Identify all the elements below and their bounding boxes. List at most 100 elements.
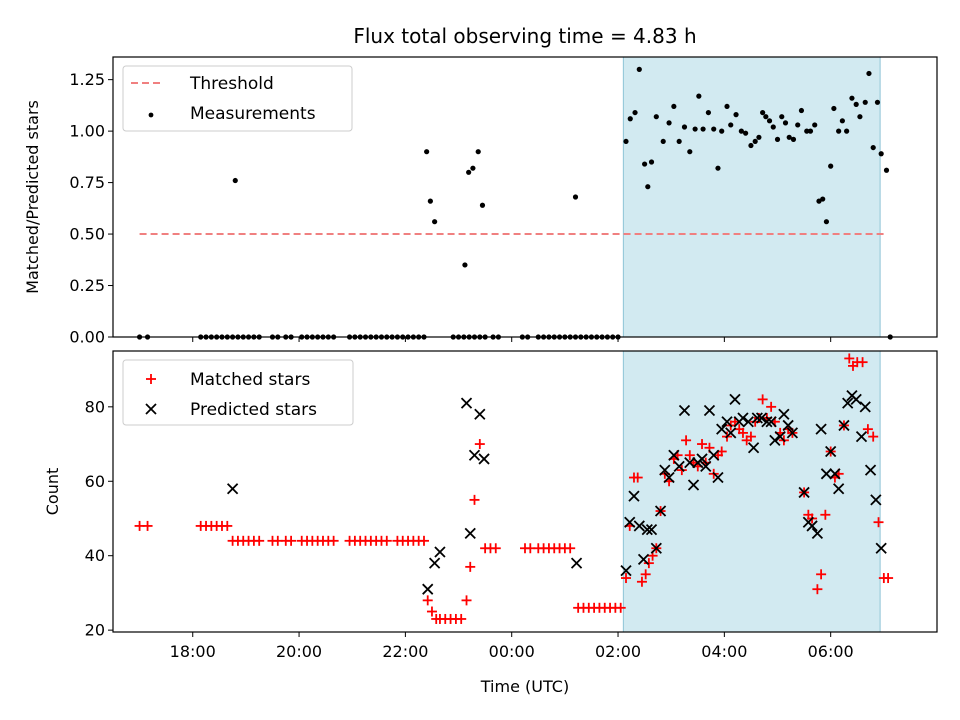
matched-star-point bbox=[222, 520, 233, 531]
matched-star-point bbox=[757, 394, 768, 405]
bottom-panel-frame bbox=[112, 350, 938, 633]
matched-star-point bbox=[474, 439, 485, 450]
matched-star-point bbox=[816, 569, 827, 580]
measurement-point bbox=[883, 167, 890, 173]
matched-star-point bbox=[766, 401, 777, 412]
legend-matched-swatch bbox=[146, 374, 156, 384]
predicted-star-point-b bbox=[633, 520, 645, 532]
bot-ytick-label: 40 bbox=[85, 546, 105, 565]
bottom-legend: Matched stars Predicted stars bbox=[122, 359, 354, 426]
predicted-star-point-b bbox=[842, 397, 854, 409]
measurement-point bbox=[572, 194, 579, 200]
bottom-panel-axes: 20 40 60 80 18:00 20:00 22:00 00:00 02:00 04:00 06… bbox=[85, 397, 854, 661]
measurement-point bbox=[475, 149, 481, 155]
top-ytick-label: 0.75 bbox=[69, 173, 105, 192]
predicted-star-point bbox=[782, 419, 794, 432]
top-ytick-label: 0.25 bbox=[69, 276, 105, 295]
top-panel-ratio: 0.00 0.25 0.50 0.75 1.00 1.25 Matched/Predict… bbox=[23, 56, 938, 347]
x-axis-label: Time (UTC) bbox=[480, 677, 569, 696]
predicted-star-point bbox=[859, 401, 871, 413]
legend-predicted-label: Predicted stars bbox=[190, 400, 317, 420]
matched-star-point bbox=[615, 602, 626, 613]
predicted-star-point-b bbox=[870, 494, 882, 506]
predicted-star-point-b bbox=[833, 483, 845, 495]
predicted-star-point-b bbox=[806, 520, 818, 532]
matched-star-point bbox=[461, 595, 472, 606]
predicted-star-point-b bbox=[637, 553, 650, 566]
predicted-star-point bbox=[226, 483, 239, 495]
measurement-point bbox=[831, 105, 837, 112]
predicted-star-point-b bbox=[673, 460, 685, 473]
bottom-observing-window-shade bbox=[622, 350, 881, 633]
matched-star-point bbox=[565, 543, 576, 554]
matched-star-point bbox=[490, 543, 501, 554]
predicted-star-point-b bbox=[422, 583, 434, 595]
measurement-point bbox=[820, 196, 826, 202]
measurement-point bbox=[715, 165, 721, 171]
predicted-star-point-b bbox=[769, 434, 781, 446]
predicted-star-point-b bbox=[875, 542, 887, 554]
legend-matched-label: Matched stars bbox=[190, 370, 310, 390]
predicted-star-point bbox=[742, 416, 754, 428]
top-ytick-label: 0.50 bbox=[69, 225, 105, 244]
measurement-point bbox=[874, 99, 881, 105]
predicted-star-point bbox=[645, 524, 658, 536]
top-panel-axes: 0.00 0.25 0.50 0.75 1.00 1.25 bbox=[69, 70, 832, 347]
measurement-point bbox=[828, 163, 834, 169]
measurement-point bbox=[760, 109, 766, 116]
predicted-star-point bbox=[712, 471, 724, 484]
predicted-star-point bbox=[875, 542, 887, 554]
bot-ytick-label: 60 bbox=[85, 472, 105, 491]
predicted-star-point-b bbox=[700, 460, 712, 473]
predicted-star-point-b bbox=[641, 524, 653, 536]
matched-star-point bbox=[422, 595, 433, 606]
predicted-star-point-b bbox=[654, 505, 667, 517]
matched-star-point bbox=[286, 535, 297, 546]
predicted-star-point bbox=[820, 468, 833, 480]
predicted-star-point bbox=[850, 393, 862, 406]
measurement-point bbox=[782, 120, 789, 126]
top-legend-box bbox=[122, 65, 353, 132]
x-tick-label: 06:00 bbox=[808, 642, 854, 661]
measurement-point bbox=[636, 66, 642, 72]
measurement-point bbox=[671, 103, 677, 110]
predicted-star-point bbox=[864, 464, 877, 476]
predicted-star-point-b bbox=[725, 427, 737, 439]
matched-star-point bbox=[684, 450, 695, 461]
predicted-star-point-b bbox=[668, 449, 680, 461]
predicted-star-point bbox=[478, 453, 490, 465]
measurement-point bbox=[642, 161, 648, 167]
predicted-star-point bbox=[703, 404, 716, 417]
predicted-star-point-b bbox=[765, 416, 777, 428]
measurement-point bbox=[839, 118, 845, 124]
measurement-point bbox=[627, 116, 633, 122]
measurement-point bbox=[232, 177, 238, 184]
measurement-point bbox=[666, 120, 672, 126]
predicted-star-point bbox=[633, 520, 645, 532]
matched-star-point bbox=[328, 535, 339, 546]
measurement-point bbox=[756, 134, 762, 140]
measurement-point bbox=[748, 142, 754, 149]
matched-star-point bbox=[636, 576, 647, 587]
predicted-star-point-b bbox=[778, 408, 790, 420]
predicted-star-point-b bbox=[696, 453, 708, 465]
predicted-star-point-b bbox=[782, 419, 794, 432]
predicted-star-point-b bbox=[620, 564, 632, 577]
predicted-star-point bbox=[815, 423, 827, 435]
measurement-point bbox=[700, 126, 706, 132]
predicted-star-point-b bbox=[716, 423, 728, 435]
predicted-star-point-b bbox=[850, 393, 862, 406]
measurement-point bbox=[696, 93, 702, 99]
predicted-star-point-b bbox=[478, 453, 490, 465]
predicted-star-point bbox=[708, 449, 720, 461]
measurement-point bbox=[681, 124, 688, 130]
predicted-star-point-b bbox=[687, 479, 700, 491]
predicted-star-point-b bbox=[703, 404, 716, 417]
predicted-star-point-b bbox=[761, 416, 773, 428]
x-tick-label: 04:00 bbox=[701, 642, 747, 661]
matched-star-point bbox=[868, 431, 879, 442]
predicted-star-point-b bbox=[747, 442, 760, 454]
predicted-star-point bbox=[778, 408, 790, 420]
measurement-point bbox=[812, 122, 818, 128]
